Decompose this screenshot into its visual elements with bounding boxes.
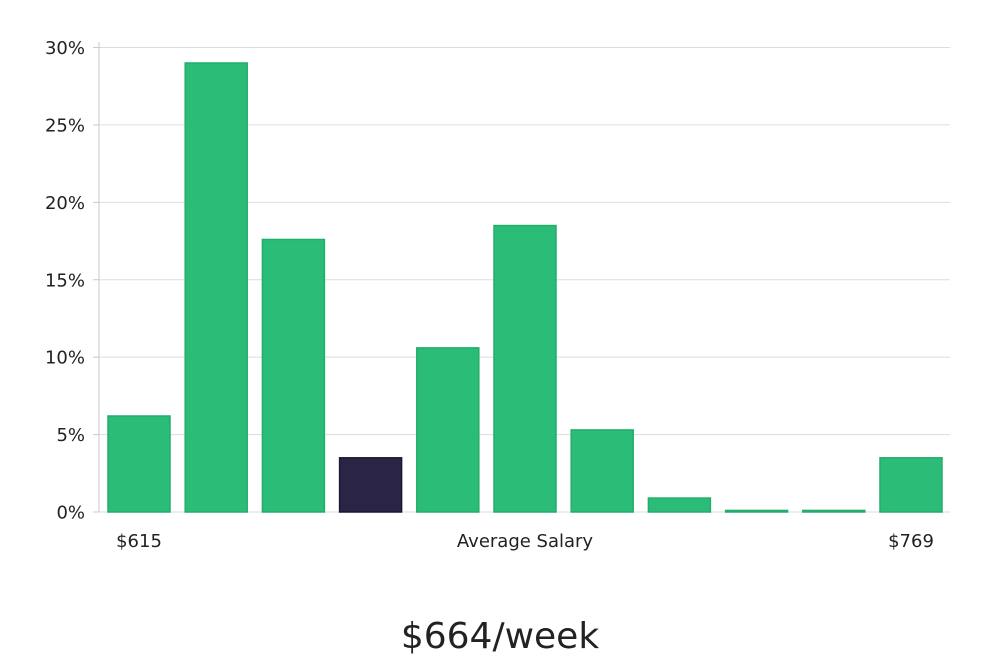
bars: [107, 62, 943, 513]
y-tick-label: 10%: [45, 348, 85, 369]
bar: [416, 347, 480, 513]
y-tick-label: 25%: [45, 115, 85, 136]
x-axis-center-label: Average Salary: [457, 531, 594, 552]
bar: [493, 224, 557, 513]
y-tick-label: 30%: [45, 38, 85, 59]
bar: [724, 509, 789, 513]
bar-highlighted: [338, 457, 403, 513]
bar: [802, 509, 866, 513]
average-salary-headline: $664/week: [401, 616, 599, 657]
y-axis-ticks: 0% 5% 10% 15% 20% 25% 30%: [45, 38, 99, 524]
y-tick-label: 0%: [56, 503, 85, 524]
y-tick-label: 15%: [45, 270, 85, 291]
bar: [879, 457, 943, 513]
bar: [647, 497, 712, 513]
y-tick-label: 20%: [45, 193, 85, 214]
x-axis-max-label: $769: [888, 531, 934, 552]
bar: [184, 62, 248, 513]
y-tick-label: 5%: [56, 425, 85, 446]
bar: [570, 429, 634, 513]
bar: [107, 415, 171, 513]
bar: [261, 238, 326, 513]
x-axis-min-label: $615: [116, 531, 162, 552]
